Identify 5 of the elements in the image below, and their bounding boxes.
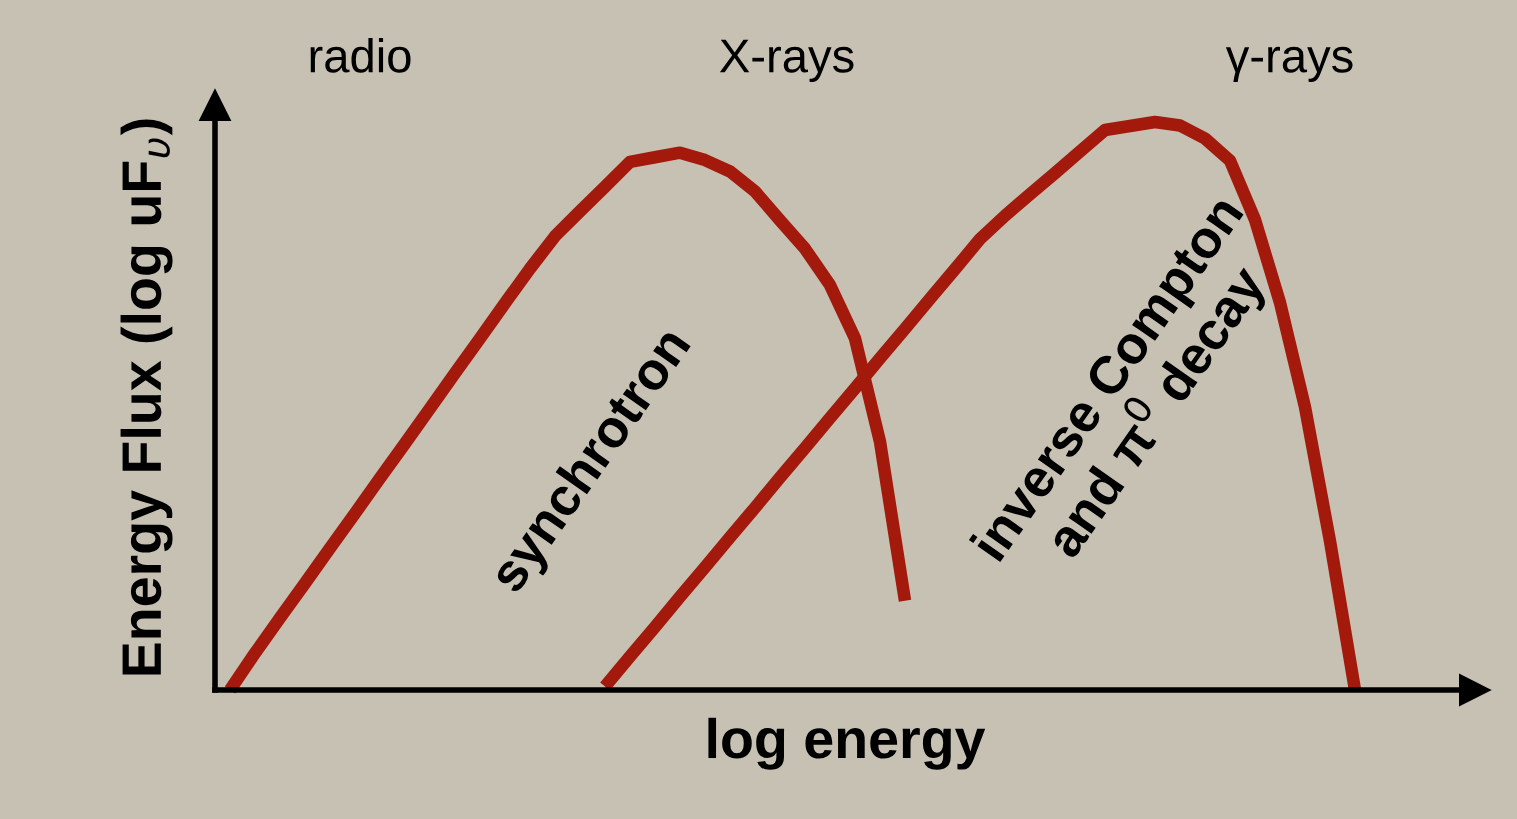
text: radio (310, 37, 411, 73)
x-axis-title: log energy (708, 717, 986, 770)
text: γ-rays (1225, 46, 1353, 83)
text: X-rays (719, 39, 854, 83)
y-axis-title: Energy Flux (log uF$_{υ}$) (120, 119, 173, 675)
